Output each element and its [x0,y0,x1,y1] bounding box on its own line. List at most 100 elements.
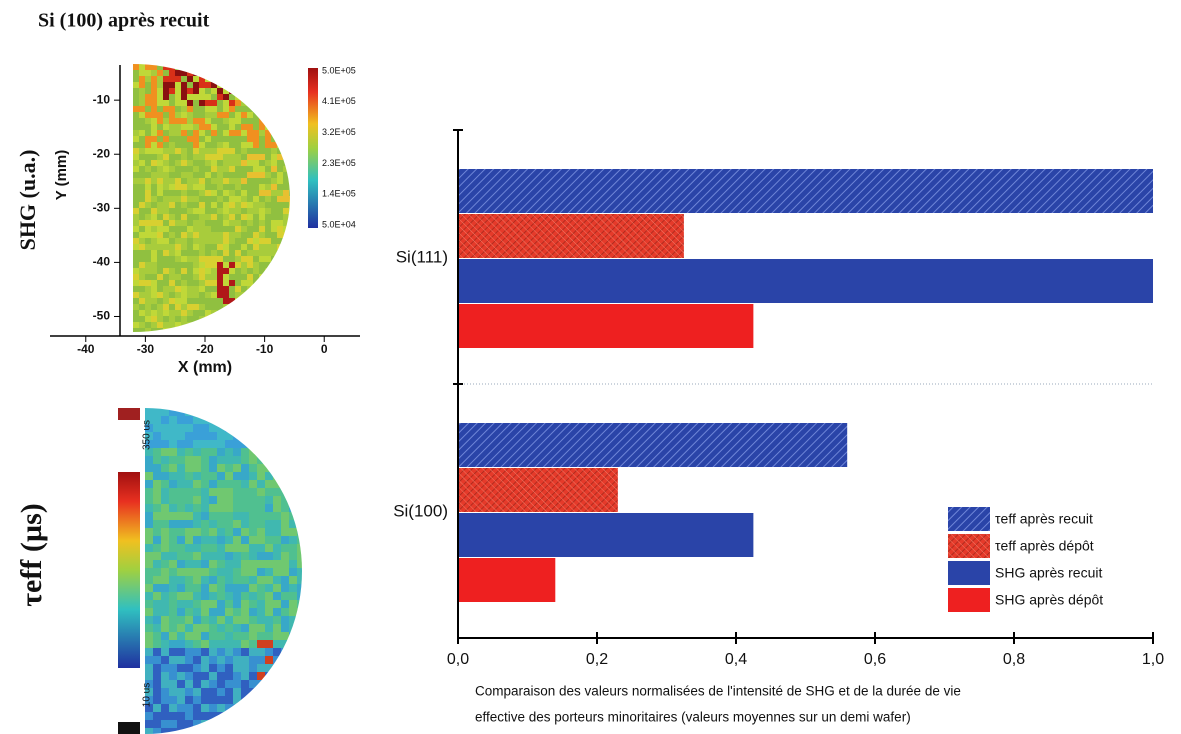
texture [161,608,169,616]
texture [211,220,217,226]
texture [209,456,217,464]
texture [281,536,289,544]
texture [161,488,169,496]
texture [233,640,241,648]
texture [169,424,177,432]
texture [133,262,139,268]
texture [297,440,302,448]
texture [181,316,187,322]
texture [211,88,217,94]
texture [233,488,241,496]
texture [139,136,145,142]
texture [193,94,199,100]
texture [265,214,271,220]
texture [225,536,233,544]
texture [133,316,139,322]
texture [217,112,223,118]
texture [283,148,289,154]
colorbar-label: 5.0E+04 [322,219,356,229]
texture [225,568,233,576]
texture [265,464,273,472]
texture [209,728,217,734]
texture [259,286,265,292]
texture [151,124,157,130]
texture [259,190,265,196]
texture [145,112,151,118]
texture [153,512,161,520]
texture [289,172,290,178]
texture [229,280,235,286]
texture [187,70,193,76]
texture [151,322,157,328]
texture [163,160,169,166]
texture [265,94,271,100]
texture [161,472,169,480]
texture [187,142,193,148]
texture [205,178,211,184]
texture [281,656,289,664]
texture [177,584,185,592]
x-axis-label: X (mm) [178,359,232,376]
texture [199,130,205,136]
texture [163,70,169,76]
texture [205,244,211,250]
texture [209,536,217,544]
texture [169,166,175,172]
texture [235,184,241,190]
texture [277,298,283,304]
texture [257,512,265,520]
texture [177,632,185,640]
texture [223,178,229,184]
texture [259,142,265,148]
y-tick-label: -40 [93,255,111,269]
texture [169,512,177,520]
texture [153,520,161,528]
texture [177,600,185,608]
texture [185,560,193,568]
texture [201,408,209,416]
texture [217,88,223,94]
texture [201,728,209,734]
texture [193,680,201,688]
texture [181,112,187,118]
texture [273,536,281,544]
texture [241,560,249,568]
texture [235,160,241,166]
texture [185,568,193,576]
texture [223,268,229,274]
texture [211,82,217,88]
texture [153,464,161,472]
texture [169,238,175,244]
texture [235,94,241,100]
texture [253,172,259,178]
texture [163,76,169,82]
texture [145,416,153,424]
texture [235,76,241,82]
texture [277,226,283,232]
texture [241,712,249,720]
texture [181,64,187,70]
bar [458,513,754,557]
texture [271,310,277,316]
texture [205,70,211,76]
texture [217,298,223,304]
texture [249,432,257,440]
texture [151,250,157,256]
texture [193,178,199,184]
texture [297,480,302,488]
texture [217,190,223,196]
texture [281,520,289,528]
texture [217,214,223,220]
texture [265,616,273,624]
texture [247,136,253,142]
texture [187,304,193,310]
texture [163,184,169,190]
texture [241,310,247,316]
texture [181,328,187,332]
texture [133,196,139,202]
texture [253,142,259,148]
texture [211,64,217,70]
texture [265,568,273,576]
figure-title: Si (100) après recuit [38,10,210,32]
texture [193,664,201,672]
